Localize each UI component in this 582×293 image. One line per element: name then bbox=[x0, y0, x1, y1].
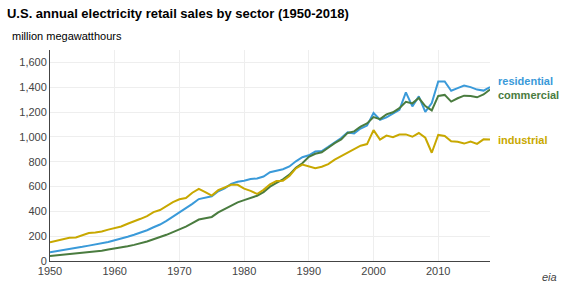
svg-text:industrial: industrial bbox=[498, 134, 548, 146]
svg-text:1,000: 1,000 bbox=[19, 131, 47, 143]
svg-text:2010: 2010 bbox=[426, 265, 450, 277]
svg-text:U.S. annual electricity retail: U.S. annual electricity retail sales by … bbox=[7, 6, 349, 21]
svg-text:1980: 1980 bbox=[232, 265, 256, 277]
svg-text:400: 400 bbox=[28, 205, 46, 217]
svg-text:600: 600 bbox=[28, 180, 46, 192]
svg-text:1,400: 1,400 bbox=[19, 81, 47, 93]
svg-text:1950: 1950 bbox=[38, 265, 62, 277]
svg-text:commercial: commercial bbox=[498, 89, 559, 101]
svg-text:800: 800 bbox=[28, 156, 46, 168]
svg-text:0: 0 bbox=[41, 255, 47, 267]
svg-text:1960: 1960 bbox=[102, 265, 126, 277]
svg-text:1,200: 1,200 bbox=[19, 106, 47, 118]
svg-text:200: 200 bbox=[28, 230, 46, 242]
svg-text:residential: residential bbox=[498, 75, 553, 87]
svg-text:1990: 1990 bbox=[297, 265, 321, 277]
svg-text:1,600: 1,600 bbox=[19, 56, 47, 68]
svg-text:eia: eia bbox=[542, 271, 557, 283]
svg-text:1970: 1970 bbox=[167, 265, 191, 277]
svg-text:million megawatthours: million megawatthours bbox=[12, 30, 122, 42]
svg-text:2000: 2000 bbox=[361, 265, 385, 277]
